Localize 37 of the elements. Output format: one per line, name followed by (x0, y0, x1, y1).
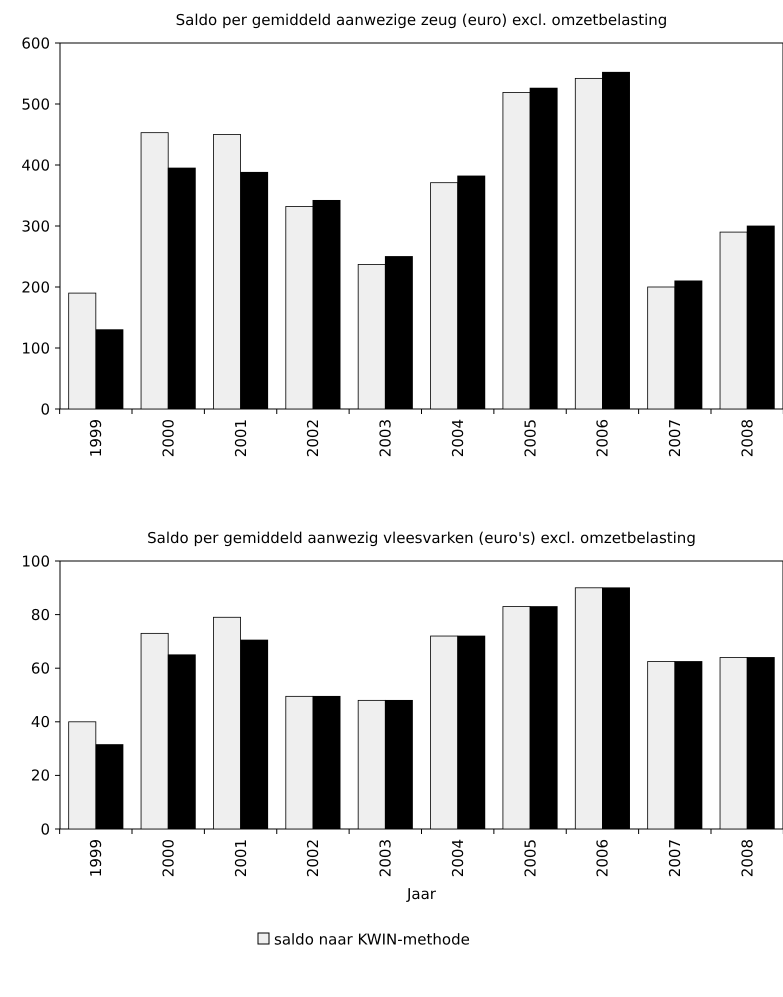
x-tick-label: 2006 (594, 839, 612, 878)
x-tick-label: 2002 (304, 839, 322, 878)
x-tick-label: 2004 (448, 419, 467, 458)
y-tick-label: 300 (21, 217, 50, 236)
x-tick-label: 2001 (232, 839, 250, 878)
y-tick-label: 600 (21, 34, 50, 52)
x-tick-label: 2005 (521, 419, 540, 458)
chart-title: Saldo per gemiddeld aanwezige zeug (euro) excl. omzetbelasting (176, 11, 668, 29)
y-tick-label: 500 (21, 95, 50, 114)
y-tick-label: 200 (21, 278, 50, 296)
chart-title: Saldo per gemiddeld aanwezig vleesvarken (euro's) excl. omzetbelasting (147, 529, 696, 547)
y-tick-label: 0 (40, 820, 50, 838)
x-tick-label: 2003 (376, 419, 395, 458)
x-tick-label: 2004 (448, 839, 467, 878)
y-tick-label: 60 (30, 659, 50, 678)
x-tick-label: 2003 (376, 839, 395, 878)
x-tick-label: 1999 (87, 839, 106, 878)
y-tick-label: 0 (40, 400, 50, 418)
x-tick-label: 2007 (666, 419, 684, 458)
y-tick-label: 80 (30, 606, 50, 624)
x-tick-label: 2008 (738, 419, 756, 458)
x-tick-label: 1999 (87, 419, 106, 458)
x-tick-label: 2002 (304, 419, 322, 458)
y-tick-label: 100 (21, 339, 50, 358)
legend-label: saldo naar KWIN-methode (274, 930, 470, 948)
y-tick-label: 400 (21, 156, 50, 174)
y-tick-label: 40 (30, 713, 50, 732)
x-axis-title: Jaar (406, 885, 437, 903)
x-tick-label: 2007 (666, 839, 684, 878)
x-tick-label: 2008 (738, 839, 756, 878)
y-tick-label: 20 (30, 766, 50, 785)
y-tick-label: 100 (21, 552, 50, 570)
x-tick-label: 2005 (521, 839, 540, 878)
x-tick-label: 2006 (594, 419, 612, 458)
x-tick-label: 2000 (159, 839, 178, 878)
x-tick-label: 2000 (159, 419, 178, 458)
x-tick-label: 2001 (232, 419, 250, 458)
